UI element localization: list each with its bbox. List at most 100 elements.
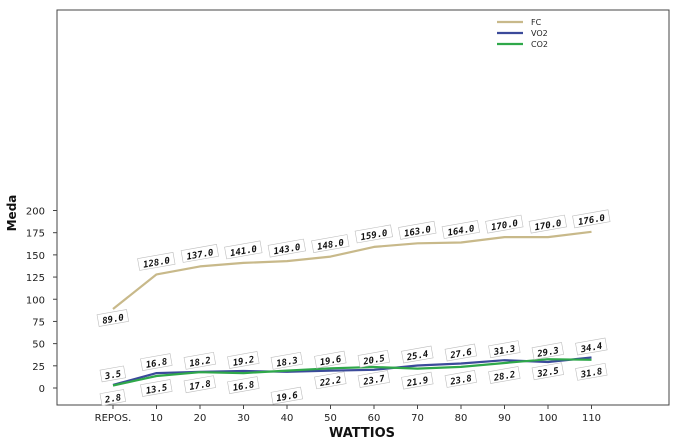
data-label: 31.8 bbox=[575, 362, 608, 381]
data-label-box bbox=[444, 370, 477, 388]
data-label-text: 137.0 bbox=[186, 248, 215, 263]
data-label-box bbox=[531, 342, 564, 360]
data-label-box bbox=[528, 214, 567, 234]
legend-label-co2: CO2 bbox=[531, 40, 548, 49]
data-label-box bbox=[227, 376, 260, 394]
data-label-box bbox=[224, 240, 263, 260]
data-label: 13.5 bbox=[140, 379, 173, 397]
data-label-box bbox=[140, 353, 173, 371]
data-label-box bbox=[180, 244, 219, 263]
data-label-box bbox=[485, 214, 524, 234]
data-label-box bbox=[357, 349, 390, 368]
data-label: 23.7 bbox=[357, 370, 390, 388]
data-label: 17.8 bbox=[183, 375, 216, 394]
data-label: 31.3 bbox=[488, 340, 521, 359]
data-label-box bbox=[572, 209, 611, 229]
y-tick-label: 0 bbox=[39, 384, 45, 395]
data-label-text: 89.0 bbox=[102, 313, 126, 327]
data-label-box bbox=[444, 343, 477, 362]
data-label-box bbox=[140, 379, 173, 397]
data-label-box bbox=[441, 220, 480, 239]
data-label-text: 16.8 bbox=[145, 357, 168, 371]
data-label: 89.0 bbox=[96, 309, 129, 327]
data-label-box bbox=[401, 371, 434, 390]
data-label: 176.0 bbox=[572, 209, 611, 229]
data-label: 2.8 bbox=[99, 389, 127, 406]
data-label-box bbox=[314, 350, 347, 369]
series-line-co2 bbox=[112, 358, 592, 387]
data-label: 21.9 bbox=[401, 371, 434, 390]
data-label: 19.6 bbox=[314, 350, 347, 369]
data-label-box bbox=[488, 340, 521, 359]
data-label: 170.0 bbox=[485, 214, 524, 234]
data-label-box bbox=[183, 375, 216, 394]
data-label-text: 141.0 bbox=[229, 245, 258, 260]
data-label-text: 17.8 bbox=[189, 379, 212, 393]
data-label-box bbox=[270, 386, 303, 405]
data-label: 19.6 bbox=[270, 386, 303, 405]
legend-label-fc: FC bbox=[531, 18, 542, 27]
x-tick-label: 30 bbox=[237, 413, 250, 424]
data-label-text: 31.8 bbox=[579, 367, 603, 381]
data-label-text: 23.7 bbox=[362, 374, 387, 388]
data-label-box bbox=[401, 345, 434, 364]
data-label-text: 176.0 bbox=[577, 213, 606, 228]
series-lines bbox=[112, 230, 592, 387]
data-label-text: 19.6 bbox=[276, 391, 300, 405]
data-label-box bbox=[314, 371, 347, 390]
x-tick-label: 90 bbox=[498, 413, 511, 424]
x-tick-label: 100 bbox=[538, 413, 557, 424]
data-label-text: 31.3 bbox=[492, 344, 516, 358]
data-label-text: 143.0 bbox=[273, 243, 302, 258]
data-label: 25.4 bbox=[401, 345, 434, 364]
data-label-text: 18.2 bbox=[189, 356, 212, 370]
data-label-text: 148.0 bbox=[316, 238, 345, 253]
data-label-text: 128.0 bbox=[142, 256, 171, 271]
data-label-box bbox=[99, 389, 127, 406]
data-label: 19.2 bbox=[227, 351, 260, 369]
data-label: 137.0 bbox=[180, 244, 219, 263]
data-label-text: 29.3 bbox=[536, 346, 560, 360]
data-label-text: 170.0 bbox=[534, 219, 563, 234]
data-label-text: 27.6 bbox=[449, 348, 474, 362]
data-label-text: 23.8 bbox=[449, 374, 473, 388]
legend: FC VO2 CO2 bbox=[497, 18, 548, 49]
y-tick-label: 150 bbox=[26, 251, 45, 262]
y-tick-label: 75 bbox=[32, 317, 45, 328]
data-label-text: 2.8 bbox=[103, 393, 122, 406]
x-tick-label: 70 bbox=[411, 413, 424, 424]
x-tick-label: 80 bbox=[455, 413, 468, 424]
y-tick-label: 175 bbox=[26, 229, 45, 240]
data-label-box bbox=[270, 351, 303, 370]
data-label-text: 34.4 bbox=[579, 342, 603, 356]
x-tick-label: 60 bbox=[368, 413, 381, 424]
data-label: 27.6 bbox=[444, 343, 477, 362]
data-label: 23.8 bbox=[444, 370, 477, 388]
data-label-text: 18.3 bbox=[276, 356, 299, 370]
data-label-box bbox=[183, 351, 216, 370]
data-label: 16.8 bbox=[140, 353, 173, 371]
x-tick-label: 10 bbox=[150, 413, 163, 424]
data-label-text: 164.0 bbox=[447, 224, 476, 239]
data-label: 16.8 bbox=[227, 376, 260, 394]
data-label-text: 3.5 bbox=[103, 369, 122, 382]
data-label: 163.0 bbox=[398, 220, 437, 240]
data-label-text: 28.2 bbox=[492, 370, 516, 384]
data-label-box bbox=[531, 362, 564, 381]
data-label-text: 21.9 bbox=[405, 376, 429, 390]
legend-label-vo2: VO2 bbox=[531, 29, 548, 38]
data-label: 18.2 bbox=[183, 351, 216, 370]
data-label-text: 163.0 bbox=[403, 225, 432, 240]
series-line-fc bbox=[112, 230, 592, 310]
data-label-text: 19.2 bbox=[232, 355, 255, 369]
y-tick-label: 100 bbox=[26, 295, 45, 306]
data-label-text: 159.0 bbox=[360, 229, 389, 244]
y-tick-label: 25 bbox=[32, 362, 45, 373]
data-label: 164.0 bbox=[441, 220, 480, 239]
data-label-box bbox=[96, 309, 129, 327]
data-label: 18.3 bbox=[270, 351, 303, 370]
data-label-box bbox=[354, 224, 393, 244]
y-tick-label: 200 bbox=[26, 207, 45, 218]
data-label: 143.0 bbox=[267, 238, 306, 258]
